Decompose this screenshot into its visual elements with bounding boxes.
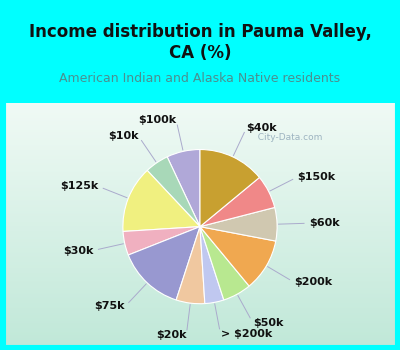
Text: American Indian and Alaska Native residents: American Indian and Alaska Native reside… bbox=[60, 72, 340, 85]
Wedge shape bbox=[123, 170, 200, 231]
Text: $10k: $10k bbox=[108, 131, 138, 141]
Text: $40k: $40k bbox=[247, 122, 277, 133]
Wedge shape bbox=[200, 208, 277, 241]
Text: $30k: $30k bbox=[63, 245, 93, 256]
Text: $150k: $150k bbox=[298, 172, 336, 182]
Wedge shape bbox=[123, 227, 200, 255]
Text: $200k: $200k bbox=[294, 277, 332, 287]
Text: $100k: $100k bbox=[138, 115, 176, 125]
Wedge shape bbox=[147, 157, 200, 227]
Wedge shape bbox=[167, 149, 200, 227]
Wedge shape bbox=[128, 227, 200, 300]
Text: $20k: $20k bbox=[156, 330, 186, 340]
Wedge shape bbox=[200, 227, 276, 286]
Text: Income distribution in Pauma Valley,
CA (%): Income distribution in Pauma Valley, CA … bbox=[28, 23, 372, 62]
Text: $60k: $60k bbox=[310, 218, 340, 228]
Text: $50k: $50k bbox=[253, 317, 283, 328]
Wedge shape bbox=[200, 149, 260, 227]
Wedge shape bbox=[200, 177, 275, 227]
Text: $75k: $75k bbox=[94, 301, 125, 312]
Text: > $200k: > $200k bbox=[220, 329, 272, 339]
Text: $125k: $125k bbox=[60, 181, 98, 191]
Wedge shape bbox=[200, 227, 249, 300]
Text: City-Data.com: City-Data.com bbox=[252, 133, 323, 142]
Wedge shape bbox=[176, 227, 205, 304]
Wedge shape bbox=[200, 227, 224, 303]
